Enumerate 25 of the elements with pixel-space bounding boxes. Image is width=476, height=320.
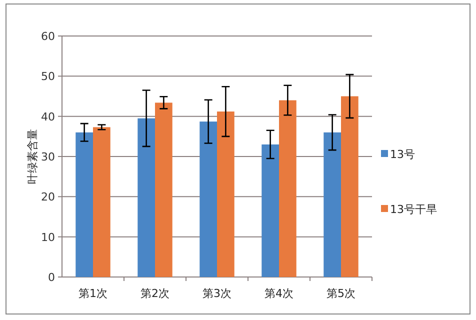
bar bbox=[138, 118, 155, 277]
x-tick-label: 第3次 bbox=[202, 287, 232, 300]
y-axis-title: 叶绿素含量 bbox=[26, 129, 39, 184]
x-tick-label: 第4次 bbox=[264, 287, 294, 300]
y-tick-label: 30 bbox=[41, 150, 55, 164]
x-tick-label: 第5次 bbox=[326, 287, 356, 300]
bar bbox=[200, 122, 217, 277]
y-tick-label: 0 bbox=[48, 271, 55, 284]
x-tick-label: 第2次 bbox=[140, 287, 170, 300]
bar bbox=[217, 112, 234, 277]
y-tick-label: 40 bbox=[41, 110, 55, 124]
bar bbox=[155, 102, 172, 277]
bar bbox=[76, 132, 93, 277]
y-tick-label: 50 bbox=[41, 70, 55, 84]
bar bbox=[324, 132, 341, 277]
bar bbox=[279, 100, 296, 277]
y-tick-label: 10 bbox=[41, 230, 55, 244]
legend-label: 13号干旱 bbox=[390, 203, 437, 216]
legend-label: 13号 bbox=[390, 148, 415, 161]
y-tick-label: 60 bbox=[41, 30, 55, 43]
y-tick-label: 20 bbox=[41, 190, 55, 204]
bar bbox=[341, 96, 358, 277]
bar bbox=[93, 127, 110, 277]
x-tick-label: 第1次 bbox=[78, 287, 108, 300]
bar bbox=[262, 144, 279, 277]
